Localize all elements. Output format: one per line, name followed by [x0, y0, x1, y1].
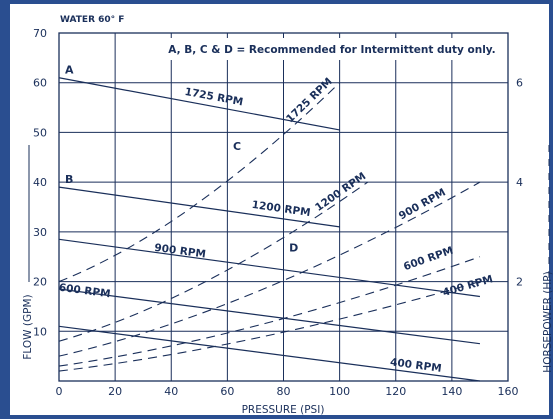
x-tick-label: 20	[108, 385, 122, 398]
flow-curve-3	[58, 288, 481, 345]
x-tick-label: 120	[385, 385, 406, 398]
flow-curve-letter: A	[65, 64, 74, 77]
note-box	[163, 38, 501, 60]
hp-curve-letter: D	[289, 242, 298, 255]
y-tick-label: 10	[33, 325, 47, 338]
x-tick-label: 60	[220, 385, 234, 398]
hp-curve-4	[58, 281, 481, 372]
x-tick-label: 140	[441, 385, 462, 398]
x-tick-label: 40	[164, 385, 178, 398]
flow-curve-letter: B	[65, 173, 73, 186]
x-tick-label: 100	[329, 385, 350, 398]
hp-curve-label: 1200 RPM	[313, 170, 368, 214]
y2-axis-title: HORSEPOWER (HP)	[542, 271, 553, 372]
flow-curve-1	[58, 186, 340, 228]
y-tick-label: 30	[33, 226, 47, 239]
x-tick-label: 80	[277, 385, 291, 398]
y-tick-label: 50	[33, 126, 47, 139]
flow-curve-2	[58, 238, 481, 298]
flow-curve-0	[58, 77, 340, 131]
y2-tick-label: 6	[516, 77, 523, 90]
y-tick-label: 60	[33, 77, 47, 90]
x-tick-label: 0	[56, 385, 63, 398]
flow-curve-4	[58, 325, 481, 382]
plot-border	[58, 32, 509, 382]
hp-curve-3	[58, 256, 481, 367]
y2-tick-label: 2	[516, 276, 523, 289]
flow-curve-label: 900 RPM	[154, 242, 207, 261]
hp-curve-letter: C	[233, 140, 241, 153]
flow-curve-label: 600 RPM	[58, 282, 111, 301]
y-tick-label: 20	[33, 276, 47, 289]
y-tick-label: 40	[33, 176, 47, 189]
hp-curve-2	[58, 181, 481, 357]
chart-note: A, B, C & D = Recommended for Intermitte…	[168, 44, 495, 56]
grid	[58, 32, 509, 382]
y2-tick-label: 4	[516, 176, 523, 189]
flow-curve-label: 1725 RPM	[184, 86, 244, 109]
water-temperature-label: WATER 60° F	[60, 15, 124, 25]
x-tick-label: 160	[498, 385, 519, 398]
hp-curve-label: 600 RPM	[402, 245, 455, 274]
x-axis-title: PRESSURE (PSI)	[242, 404, 325, 416]
hp-curve-1	[58, 181, 369, 342]
y-axis-title: FLOW (GPM)	[22, 294, 34, 359]
curves	[58, 77, 481, 382]
hp-curve-0	[58, 82, 341, 283]
y-tick-label: 70	[33, 27, 47, 40]
tick-labels: 0 20 40 60 80 100 120 140 160 10 20 30 40 50 60 70 2 4 6	[33, 27, 523, 398]
